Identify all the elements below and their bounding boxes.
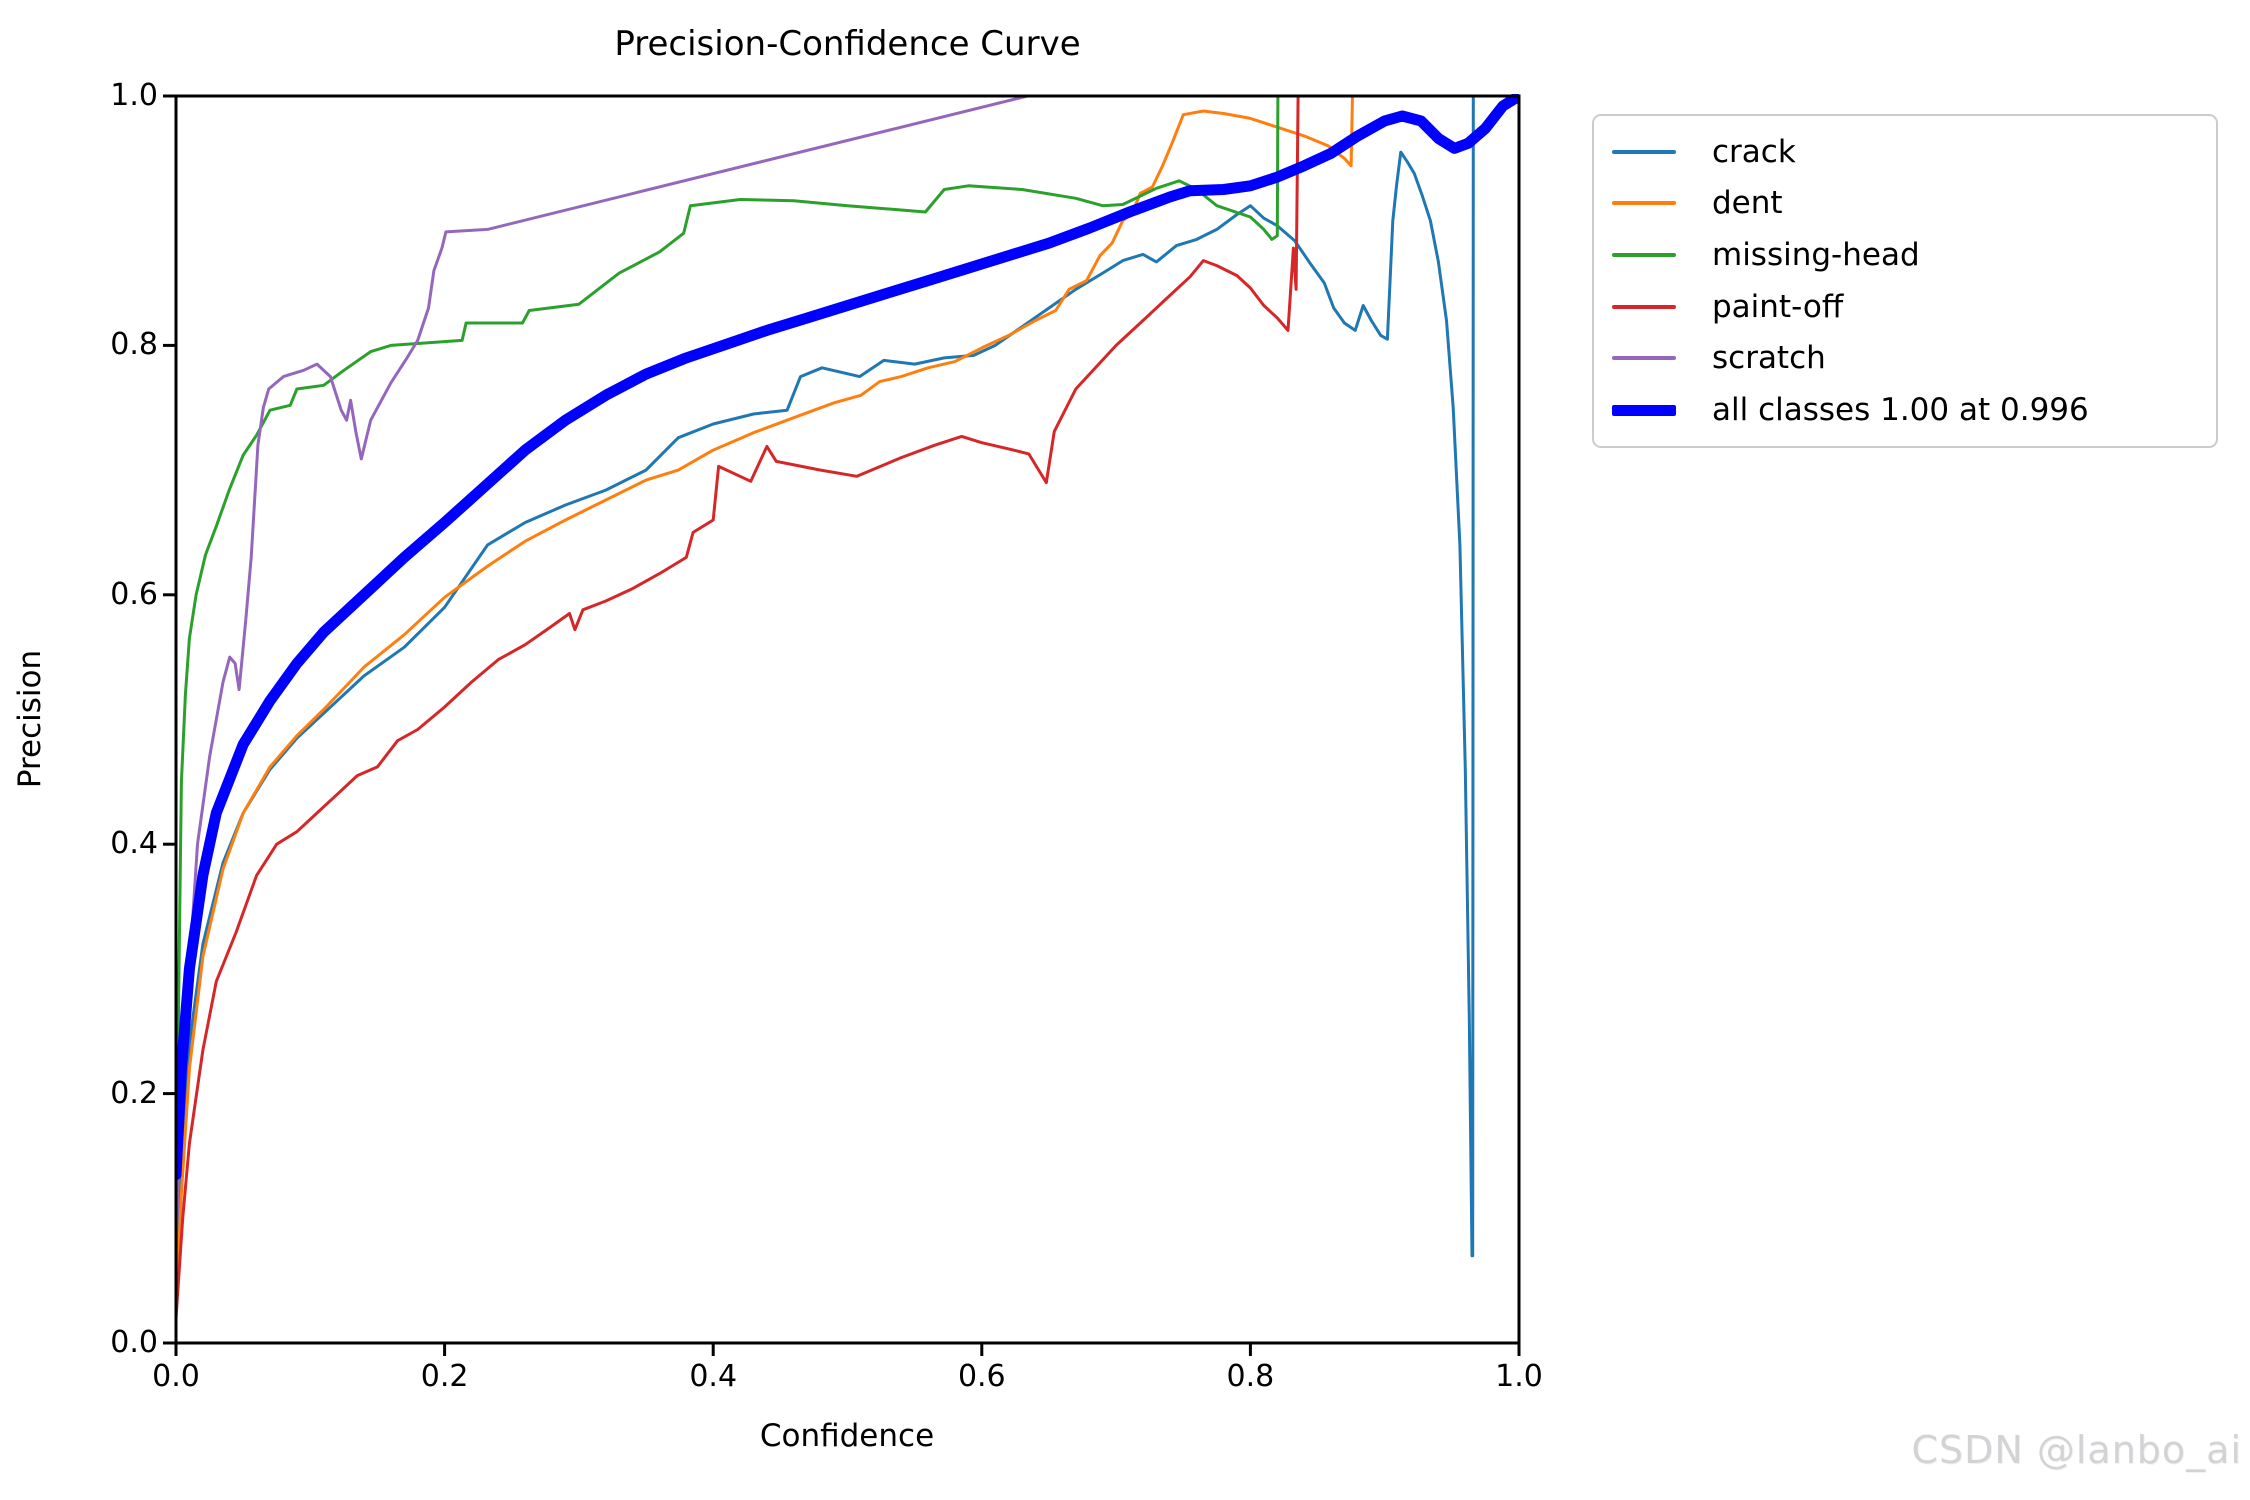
legend-label: scratch xyxy=(1712,340,1826,377)
tick-marks xyxy=(163,94,1521,1356)
curve-missing-head xyxy=(176,94,1280,1283)
x-tick-label: 0.8 xyxy=(1226,1359,1275,1394)
legend-swatch xyxy=(1612,201,1676,206)
legend-row-missing-head: missing-head xyxy=(1594,230,2216,280)
y-tick-label: 1.0 xyxy=(110,78,158,113)
curve-paint-off xyxy=(176,94,1300,1320)
curve-dent xyxy=(176,94,1354,1308)
curves-layer xyxy=(176,94,1519,1320)
curve-all-classes xyxy=(176,94,1519,1181)
legend-row-paint-off: paint-off xyxy=(1594,282,2216,332)
legend-swatch xyxy=(1612,149,1676,154)
y-axis-label: Precision xyxy=(12,649,48,789)
legend-swatch xyxy=(1612,356,1676,361)
y-tick-label: 0.0 xyxy=(110,1325,158,1360)
y-tick-label: 0.6 xyxy=(110,576,158,612)
legend-swatch xyxy=(1612,304,1676,309)
curve-crack xyxy=(176,94,1475,1308)
curve-scratch xyxy=(176,94,1029,1245)
y-tick-label: 0.4 xyxy=(110,826,158,862)
y-tick-label: 0.2 xyxy=(110,1075,158,1111)
x-tick-label: 0.4 xyxy=(689,1359,738,1394)
legend-swatch xyxy=(1612,253,1676,258)
watermark: CSDN @lanbo_ai xyxy=(1911,1428,2242,1472)
x-tick-label: 0.0 xyxy=(152,1359,200,1394)
legend-label: paint-off xyxy=(1712,288,1844,325)
legend-label: crack xyxy=(1712,133,1796,170)
chart-title: Precision-Confidence Curve xyxy=(614,24,1081,64)
x-tick-label: 1.0 xyxy=(1495,1359,1543,1394)
x-tick-label: 0.6 xyxy=(957,1359,1006,1394)
x-axis-label: Confidence xyxy=(759,1418,935,1454)
legend-label: dent xyxy=(1712,185,1783,222)
legend-row-dent: dent xyxy=(1594,178,2216,228)
legend-row-crack: crack xyxy=(1594,127,2216,177)
legend-label: all classes 1.00 at 0.996 xyxy=(1712,392,2089,429)
legend-swatch xyxy=(1612,404,1676,416)
axes-frame xyxy=(174,94,1521,1345)
legend: crack dent missing-head paint-off scratch all… xyxy=(1592,114,2218,448)
x-tick-label: 0.2 xyxy=(420,1359,469,1394)
legend-row-scratch: scratch xyxy=(1594,333,2216,383)
y-tick-label: 0.8 xyxy=(110,327,158,363)
legend-label: missing-head xyxy=(1712,237,1920,274)
legend-row-all: all classes 1.00 at 0.996 xyxy=(1594,385,2216,435)
